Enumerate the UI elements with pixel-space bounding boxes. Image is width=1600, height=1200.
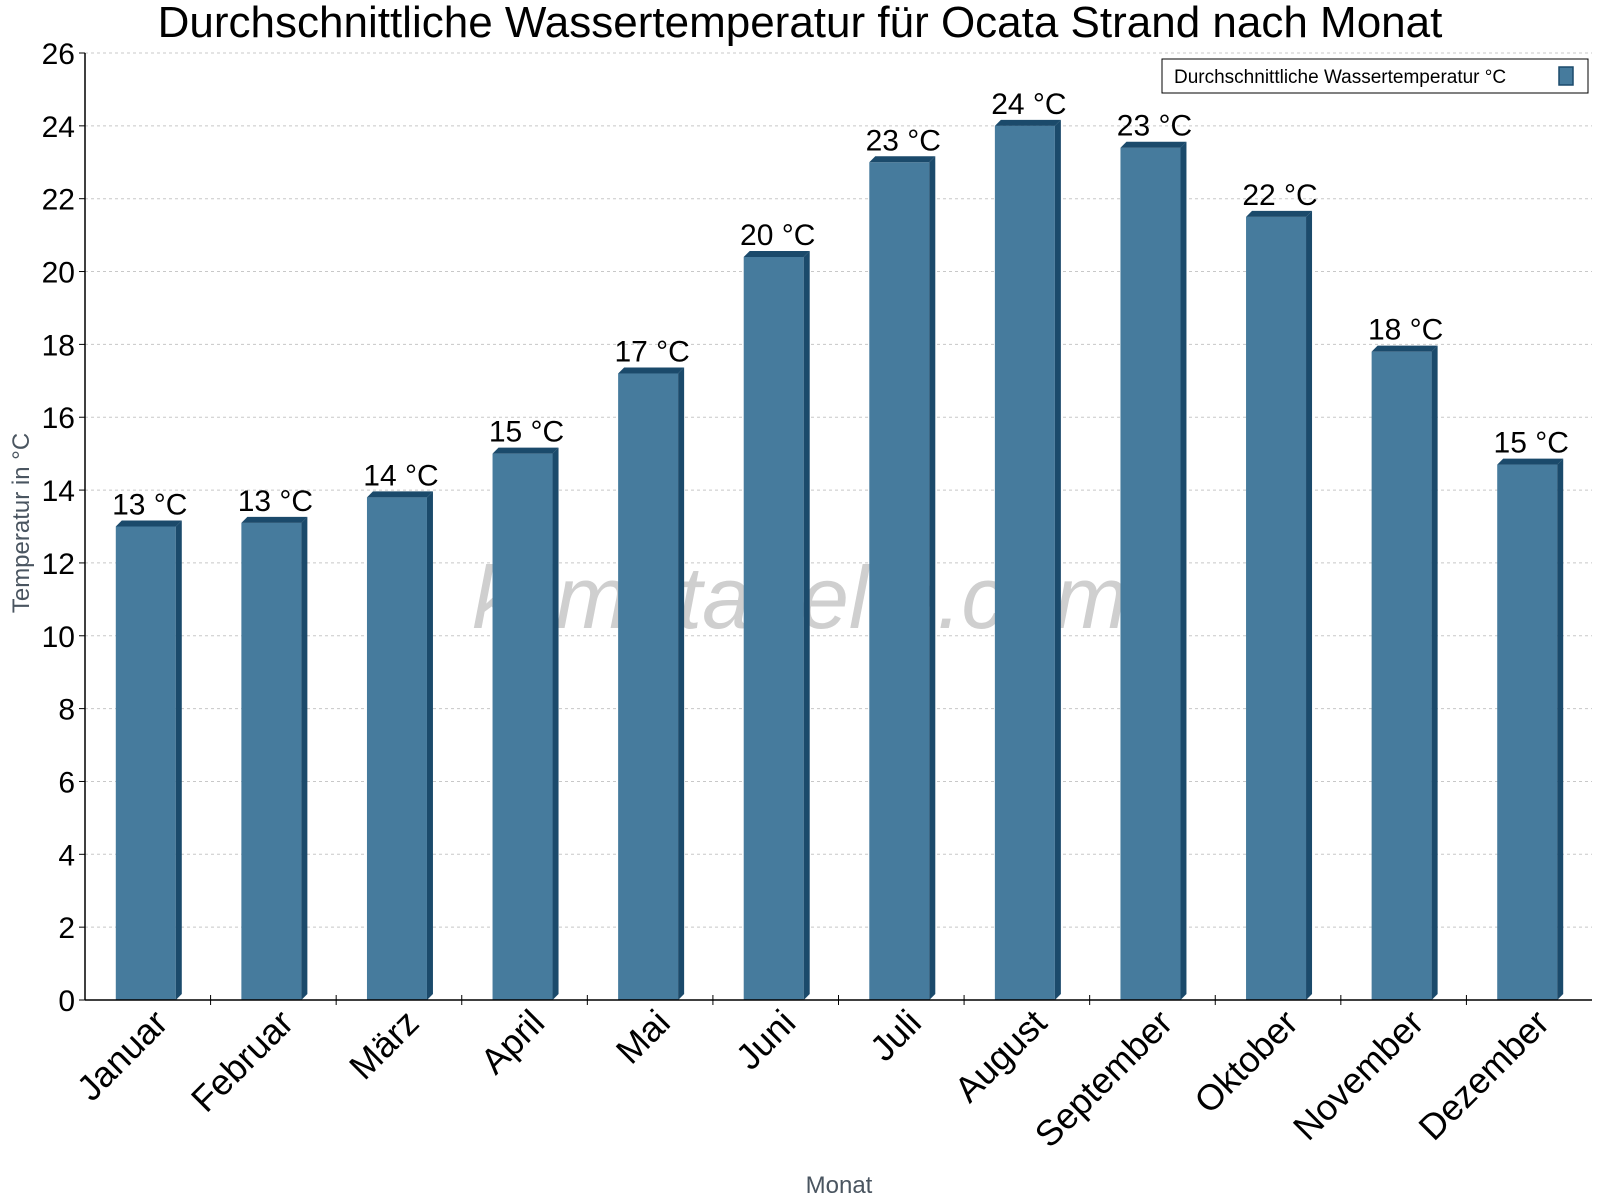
bar-side [1306, 210, 1313, 1001]
bar-top [1120, 141, 1187, 148]
bar [1497, 464, 1558, 1000]
x-tick-label: Mai [608, 1002, 678, 1072]
bar [115, 526, 176, 1000]
bar [1246, 216, 1307, 1001]
x-tick-label: Juni [728, 1002, 804, 1078]
bar-top [241, 516, 308, 523]
bar-top [869, 156, 936, 163]
x-tick-label: Oktober [1186, 1002, 1306, 1122]
bar-side [426, 491, 433, 1000]
x-tick-label: April [472, 1002, 552, 1082]
bar-top [492, 447, 559, 454]
data-label: 23 °C [866, 124, 941, 157]
bar-side [1054, 119, 1061, 1001]
bar-top [1497, 458, 1564, 465]
data-label: 15 °C [489, 416, 564, 449]
bar-side [552, 447, 559, 1001]
legend-box [1161, 58, 1589, 94]
y-tick-label: 8 [58, 694, 75, 727]
bar [869, 162, 930, 1000]
x-tick-label: September [1027, 1002, 1181, 1156]
bar [743, 256, 804, 1000]
bar-side [803, 250, 810, 1000]
bar-top [1371, 345, 1438, 352]
y-tick-label: 4 [58, 839, 75, 872]
y-tick-label: 12 [42, 548, 75, 581]
data-label: 18 °C [1368, 314, 1443, 347]
data-label: 22 °C [1242, 179, 1317, 212]
bar [1120, 147, 1181, 1000]
bar [1371, 351, 1432, 1001]
y-tick-label: 24 [42, 111, 75, 144]
data-label: 23 °C [1117, 110, 1192, 143]
y-tick-label: 10 [42, 621, 75, 654]
bar-side [678, 367, 685, 1000]
x-tick-label: August [946, 1002, 1054, 1110]
bar-top [1246, 210, 1313, 217]
legend-swatch [1558, 66, 1574, 86]
bar-top [743, 250, 810, 257]
y-axis-label: Temperatur in °C [8, 433, 35, 613]
bar-side [175, 520, 182, 1000]
bar [241, 522, 302, 1000]
legend: Durchschnittliche Wassertemperatur °C [1161, 58, 1589, 94]
data-label: 20 °C [740, 219, 815, 252]
data-label: 13 °C [112, 489, 187, 522]
y-tick-label: 22 [42, 184, 75, 217]
x-tick-label: Dezember [1410, 1002, 1556, 1148]
bar [492, 453, 553, 1001]
bar-top [994, 119, 1061, 126]
data-label: 24 °C [991, 88, 1066, 121]
y-tick-label: 18 [42, 329, 75, 362]
x-tick-label: Juli [862, 1002, 929, 1069]
data-label: 17 °C [614, 336, 689, 369]
data-labels: 13 °C 13 °C 14 °C 15 °C 17 °C 20 °C 23 °C 24 °C… [112, 88, 1569, 522]
x-axis-label: Monat [806, 1172, 873, 1199]
bar-side [301, 516, 308, 1000]
bar-side [1180, 141, 1187, 1000]
legend-label: Durchschnittliche Wassertemperatur °C [1174, 67, 1506, 88]
bar-side [1431, 345, 1438, 1001]
data-label: 14 °C [363, 459, 438, 492]
x-ticks: Januar Februar März April Mai Juni Juli AugustS… [69, 995, 1557, 1155]
x-tick-label: November [1285, 1002, 1431, 1148]
bar-top [618, 367, 685, 374]
y-tick-label: 26 [42, 38, 75, 71]
y-tick-label: 0 [58, 985, 75, 1018]
y-tick-label: 14 [42, 475, 75, 508]
bar-side [1557, 458, 1564, 1000]
bar-top [366, 491, 433, 498]
x-tick-label: März [341, 1002, 427, 1088]
bar [618, 373, 679, 1000]
x-tick-label: Januar [69, 1002, 176, 1109]
data-label: 15 °C [1494, 427, 1569, 460]
chart-title: Durchschnittliche Wassertemperatur für O… [158, 0, 1443, 47]
bar [994, 125, 1055, 1001]
bar [366, 497, 427, 1000]
bar-side [929, 156, 936, 1000]
x-tick-label: Februar [183, 1002, 301, 1120]
y-tick-label: 2 [58, 912, 75, 945]
y-tick-label: 20 [42, 257, 75, 290]
y-tick-label: 6 [58, 766, 75, 799]
axes [84, 53, 1592, 1001]
data-label: 13 °C [238, 485, 313, 518]
bar-top [115, 520, 182, 527]
bars [115, 119, 1564, 1001]
y-tick-label: 16 [42, 402, 75, 435]
grid [85, 52, 1592, 928]
